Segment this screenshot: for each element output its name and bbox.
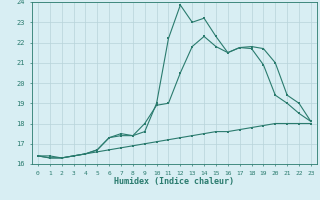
X-axis label: Humidex (Indice chaleur): Humidex (Indice chaleur) bbox=[115, 177, 234, 186]
